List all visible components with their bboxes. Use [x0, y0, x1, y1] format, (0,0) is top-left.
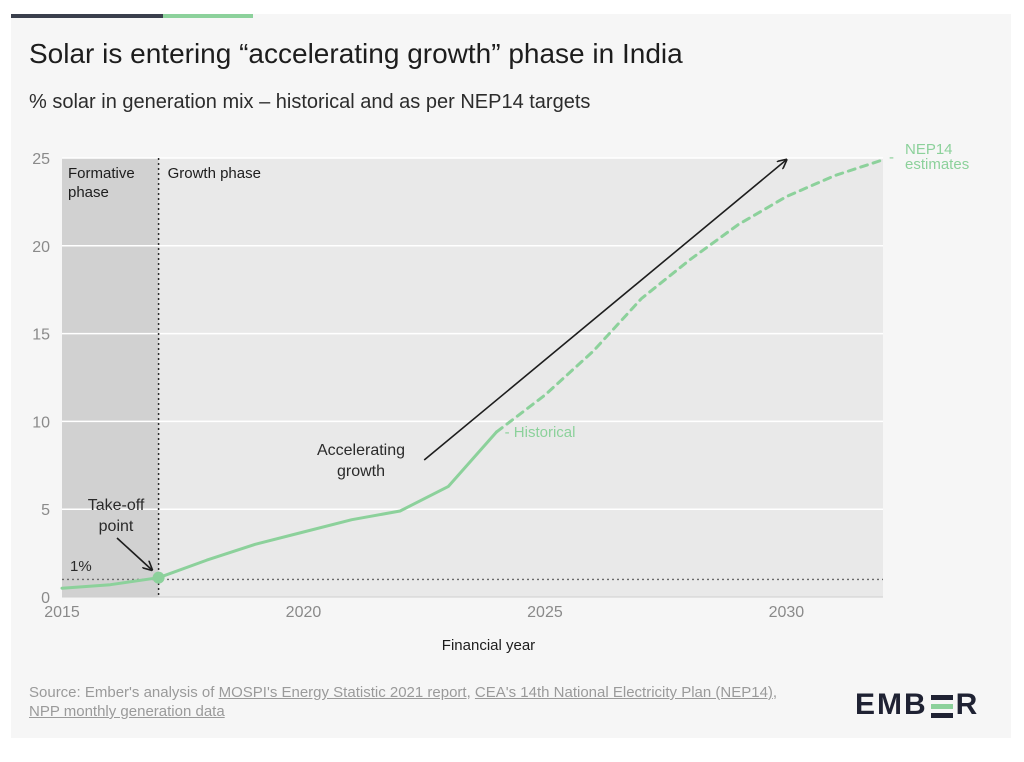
- growth-phase-label: Growth phase: [168, 165, 261, 182]
- x-tick-label: 2025: [527, 604, 563, 621]
- logo-e-bars-icon: [930, 695, 953, 719]
- takeoff-point-marker: [152, 571, 165, 584]
- source-link-nep14[interactable]: CEA's 14th National Electricity Plan (NE…: [474, 684, 773, 701]
- y-tick-label: 25: [32, 151, 50, 168]
- reference-line-label: 1%: [70, 558, 92, 575]
- series-label-dash: -: [889, 149, 894, 166]
- y-tick-label: 20: [32, 239, 50, 256]
- chart-title: Solar is entering “accelerating growth” …: [29, 38, 683, 69]
- y-tick-label: 0: [41, 590, 50, 607]
- x-tick-label: 2020: [286, 604, 322, 621]
- source-separator: ,: [772, 684, 778, 701]
- x-tick-label: 2015: [44, 604, 80, 621]
- source-note: Source: Ember's analysis of MOSPI's Ener…: [29, 683, 789, 721]
- top-accent-bar: [11, 14, 253, 18]
- accelerating-growth-label: Accelerating growth: [317, 442, 405, 480]
- accelerating-growth-arrow: [423, 160, 786, 461]
- series-label-nep14: NEP14 estimates: [905, 141, 969, 173]
- formative-phase-band: [62, 158, 159, 597]
- top-accent-bar-green: [163, 14, 253, 18]
- series-label-historical: - Historical: [505, 424, 576, 441]
- takeoff-label: Take-off point: [88, 497, 145, 535]
- plot-background: [62, 158, 883, 597]
- y-tick-label: 10: [32, 414, 50, 431]
- source-link-mospi[interactable]: MOSPI's Energy Statistic 2021 report: [218, 684, 467, 701]
- source-prefix: Source: Ember's analysis of: [29, 684, 219, 701]
- chart-subtitle: % solar in generation mix – historical a…: [29, 91, 591, 113]
- logo-text-right: R: [955, 688, 980, 721]
- series-line-0: [60, 430, 499, 590]
- x-axis-label: Financial year: [442, 637, 535, 654]
- source-link-npp[interactable]: NPP monthly generation data: [29, 703, 225, 720]
- formative-phase-label: Formative phase: [68, 165, 135, 201]
- ember-logo: EMB R: [855, 688, 979, 722]
- y-tick-label: 15: [32, 327, 50, 344]
- source-separator: ,: [466, 684, 475, 701]
- logo-text-left: EMB: [855, 688, 928, 721]
- y-tick-label: 5: [41, 502, 50, 519]
- takeoff-arrow: [116, 537, 152, 570]
- x-tick-label: 2030: [769, 604, 805, 621]
- series-line-1: [495, 158, 885, 434]
